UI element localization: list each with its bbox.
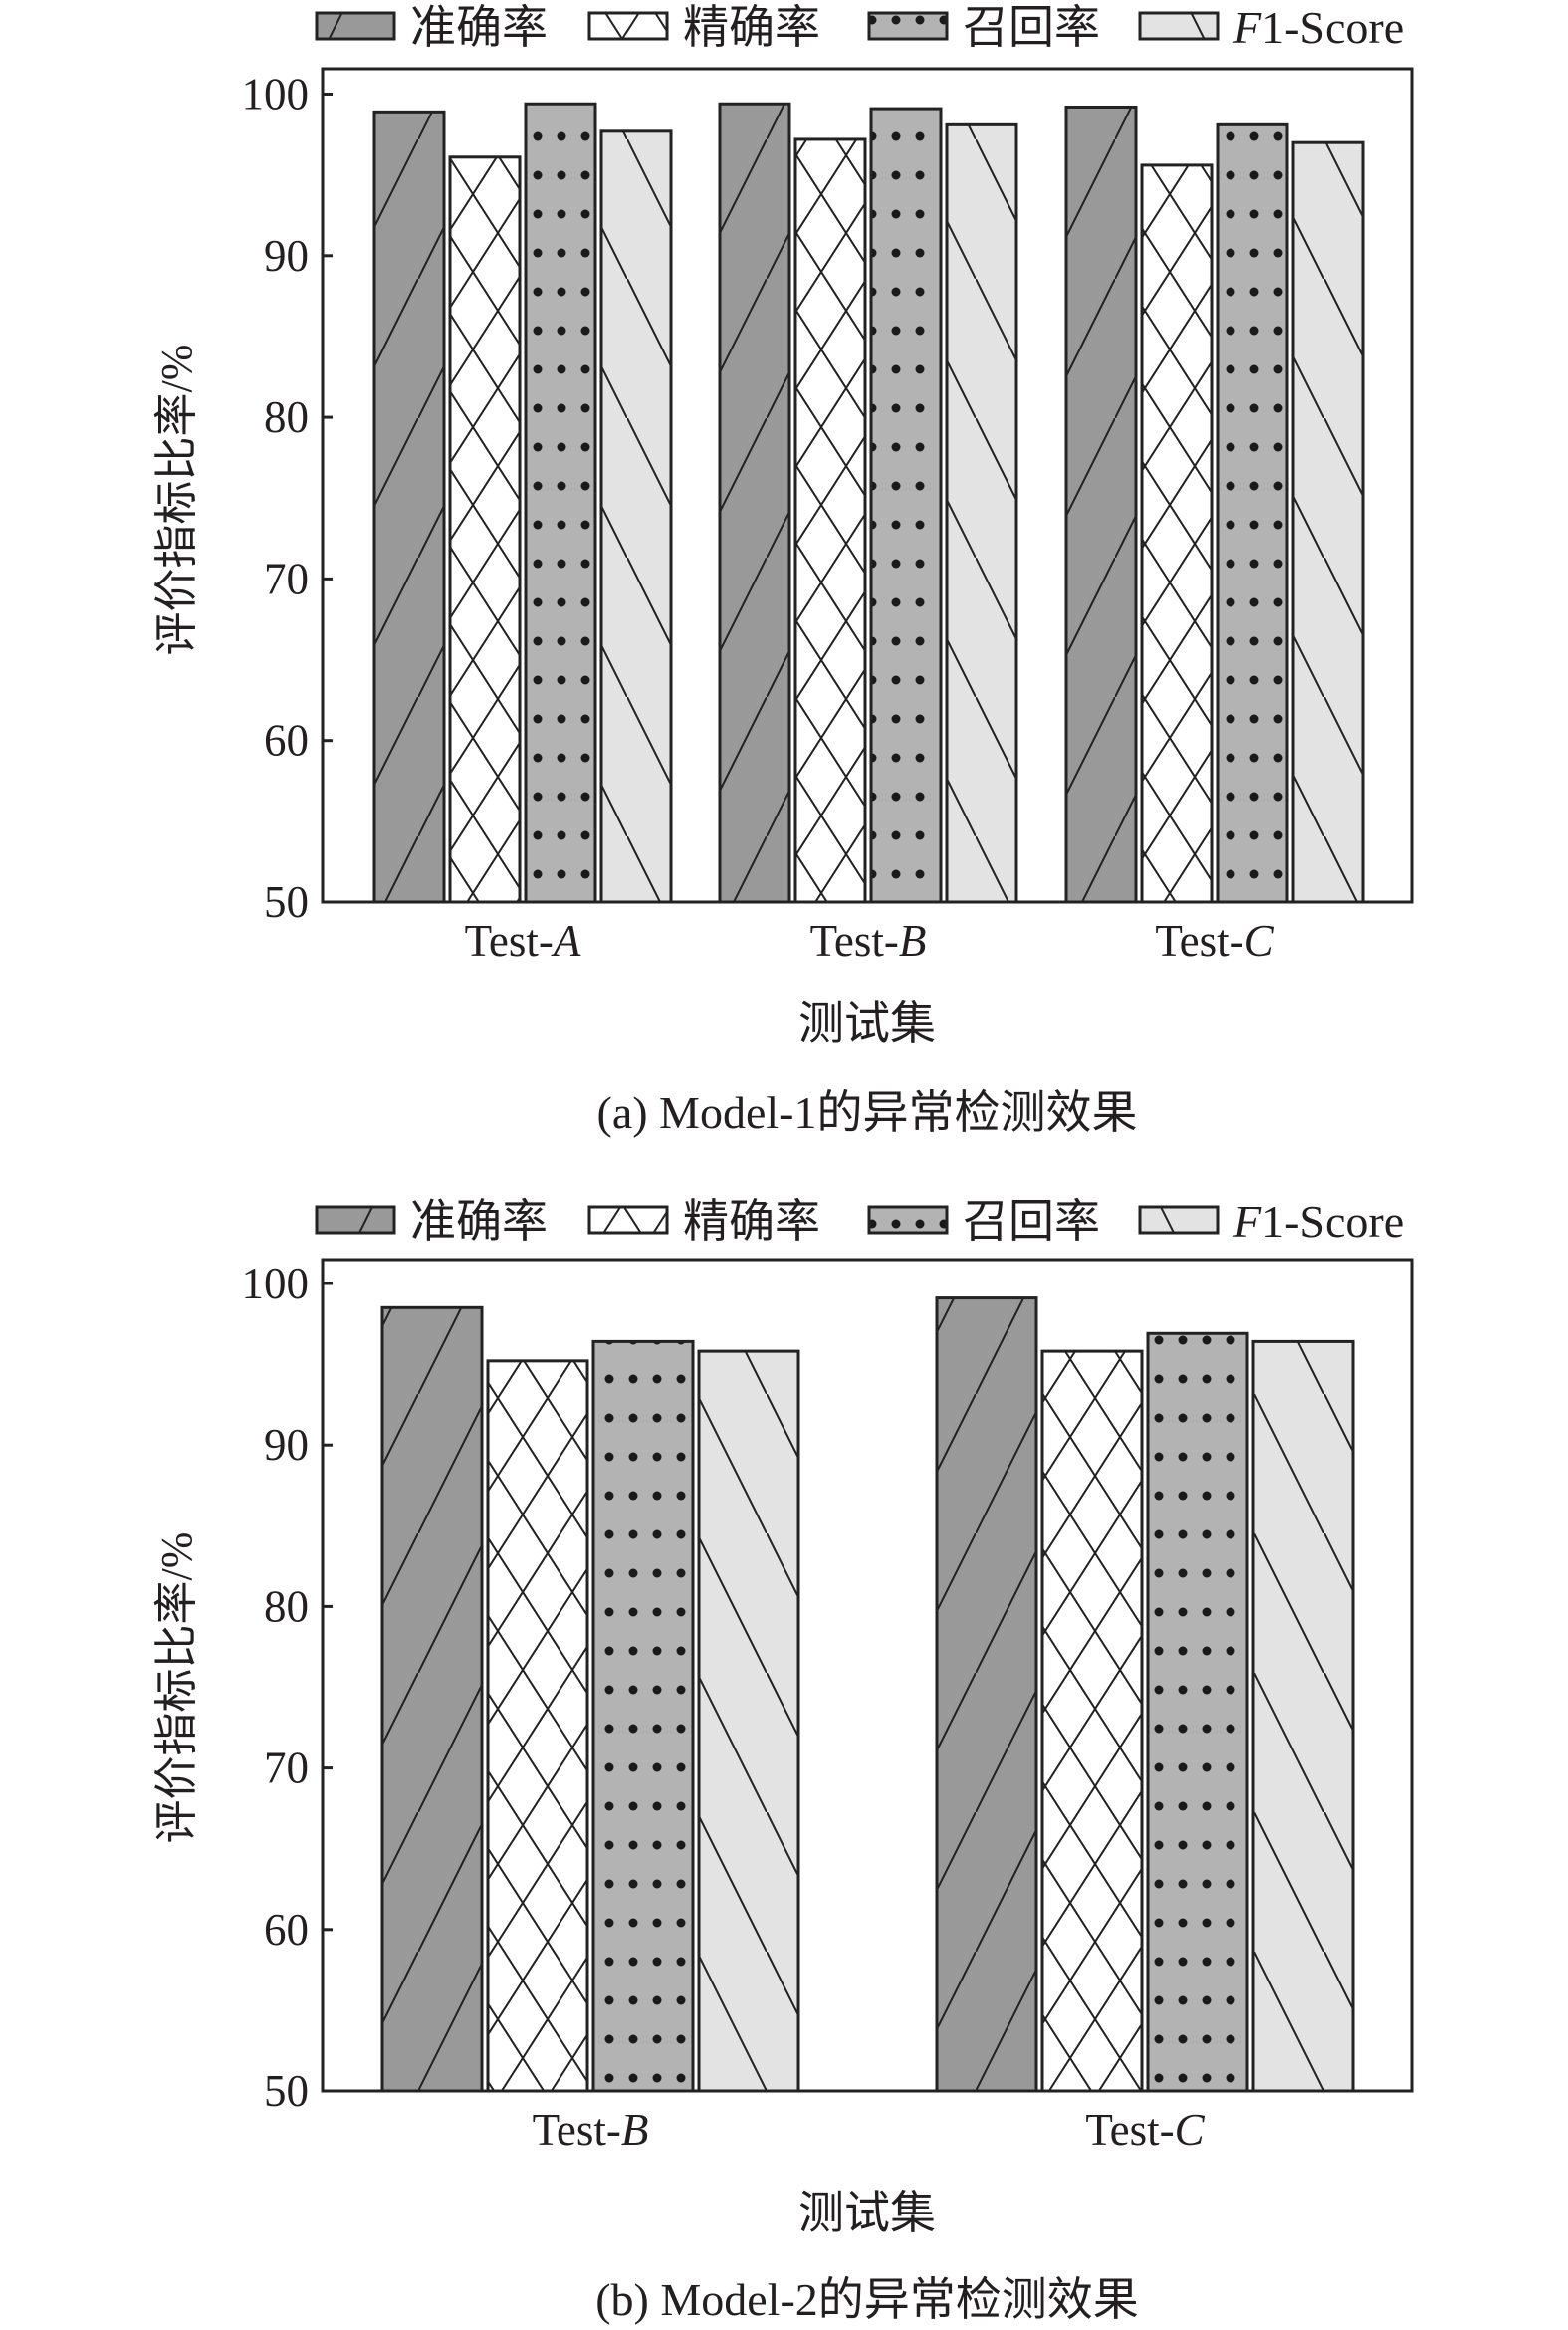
legend-item: 准确率 xyxy=(315,1196,548,1247)
legend-label: 召回率 xyxy=(963,2,1100,53)
legend-label: 准确率 xyxy=(410,1196,548,1247)
y-tick-label: 90 xyxy=(264,1420,309,1470)
legend-swatch xyxy=(1138,11,1220,41)
legend-swatch xyxy=(587,11,669,41)
y-tick-label: 60 xyxy=(264,716,309,766)
y-tick-label: 50 xyxy=(264,2066,309,2116)
bar-精确率-Test-C xyxy=(1140,163,1214,904)
y-tick-label: 100 xyxy=(242,1259,310,1308)
y-tick-label: 80 xyxy=(264,392,309,442)
x-tick-label: Test-B xyxy=(810,916,927,966)
x-tick-label: Test-C xyxy=(1155,916,1274,966)
x-axis-label: 测试集 xyxy=(798,998,936,1048)
chart-panel-b: 准确率 精确率 召回率 F1-Score Test-B Test-C 50 60 70 80 90 1… xyxy=(152,1196,1414,2325)
bar-召回率-Test-A xyxy=(524,102,597,904)
y-axis-label: 评价指标比率/% xyxy=(152,1532,201,1844)
legend-label: 精确率 xyxy=(683,2,820,53)
bar-召回率-Test-C xyxy=(1146,1331,1249,2093)
legend-item: F1-Score xyxy=(1138,1196,1404,1247)
y-tick-label: 90 xyxy=(264,231,309,281)
bar-精确率-Test-B xyxy=(486,1359,589,2093)
legend-swatch xyxy=(315,1205,396,1235)
legend-swatch xyxy=(315,11,396,41)
legend-label: 精确率 xyxy=(683,1196,820,1247)
legend-swatch xyxy=(867,1205,949,1235)
x-tick-label: Test-C xyxy=(1085,2105,1205,2155)
x-axis-label: 测试集 xyxy=(798,2188,936,2238)
legend-label: F1-Score xyxy=(1232,2,1404,53)
legend-label: 准确率 xyxy=(410,2,548,53)
bar-精确率-Test-B xyxy=(793,137,867,904)
figure-caption: (b) Model-2的异常检测效果 xyxy=(595,2274,1139,2325)
figure-caption: (a) Model-1的异常检测效果 xyxy=(597,1087,1138,1138)
y-tick-label: 80 xyxy=(264,1581,309,1631)
bar-准确率-Test-B xyxy=(380,1305,484,2093)
bar-准确率-Test-A xyxy=(372,110,446,904)
bar-召回率-Test-C xyxy=(1216,122,1289,904)
bar-准确率-Test-C xyxy=(935,1296,1038,2093)
bar-F1-Score-Test-B xyxy=(697,1349,800,2093)
legend-item: 精确率 xyxy=(587,1196,820,1247)
legend-swatch xyxy=(867,11,949,41)
bar-召回率-Test-B xyxy=(869,107,943,904)
plot-frame xyxy=(321,67,1414,904)
bar-F1-Score-Test-B xyxy=(945,122,1018,904)
y-tick-label: 100 xyxy=(242,70,310,119)
legend-swatch xyxy=(587,1205,669,1235)
legend-item: 召回率 xyxy=(867,2,1100,53)
legend-swatch xyxy=(1138,1205,1220,1235)
legend-item: 召回率 xyxy=(867,1196,1100,1247)
bar-F1-Score-Test-A xyxy=(599,129,673,904)
legend-item: 准确率 xyxy=(315,2,548,53)
plot-frame xyxy=(321,1258,1414,2093)
chart-panel-a: 准确率 精确率 召回率 F1-Score Test-A Test-B Test-C 50 60 7… xyxy=(152,2,1414,1138)
y-axis-label: 评价指标比率/% xyxy=(152,345,201,656)
y-tick-label: 50 xyxy=(264,877,309,927)
bar-准确率-Test-B xyxy=(718,102,791,904)
bar-召回率-Test-B xyxy=(591,1339,695,2093)
legend-item: 精确率 xyxy=(587,2,820,53)
y-tick-label: 70 xyxy=(264,1744,309,1793)
legend-item: F1-Score xyxy=(1138,2,1404,53)
x-tick-label: Test-A xyxy=(465,916,581,966)
y-tick-label: 70 xyxy=(264,554,309,603)
y-tick-label: 60 xyxy=(264,1905,309,1955)
legend-label: F1-Score xyxy=(1232,1196,1404,1247)
legend-label: 召回率 xyxy=(963,1196,1100,1247)
bar-精确率-Test-A xyxy=(448,155,522,904)
x-tick-label: Test-B xyxy=(533,2105,649,2155)
bar-F1-Score-Test-C xyxy=(1251,1339,1355,2093)
bar-精确率-Test-C xyxy=(1040,1349,1144,2093)
bar-准确率-Test-C xyxy=(1064,105,1138,904)
bar-F1-Score-Test-C xyxy=(1291,140,1365,904)
